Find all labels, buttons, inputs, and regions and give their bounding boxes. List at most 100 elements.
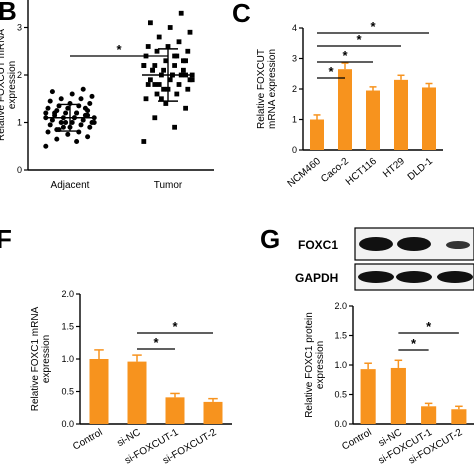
data-point [91,120,97,125]
data-point [152,115,158,121]
x-tick-label: Control [340,427,373,453]
data-point [161,67,166,73]
data-point [85,112,91,118]
blot-label-gapdh: GAPDH [295,271,338,285]
data-point [161,86,166,92]
y-axis-title-line: Relative FOXCUT [256,49,267,129]
data-point [47,98,53,104]
data-point [174,91,180,97]
x-tick-label: NCM460 [286,156,324,190]
significance-label: * [153,335,159,350]
data-point [69,120,75,125]
y-tick-label: 1.0 [61,354,74,364]
y-axis-title: Relative FOXC1 proteinexpression [304,312,326,418]
data-point [63,120,69,125]
y-axis-title: Relative FOXCUTmRNA expression [256,49,278,129]
western-blot: FOXC1 GAPDH [295,227,474,291]
data-point [176,82,182,87]
y-axis-title-line: expression [41,335,52,383]
x-tick-label: HCT116 [344,156,379,188]
data-point [145,82,151,87]
y-tick-label: 0.0 [61,419,74,429]
data-point [65,131,71,137]
bar [422,87,436,150]
data-point [163,58,169,64]
x-tick-label: Adjacent [51,180,90,191]
panel-letter-b: B [0,0,17,26]
panel-letter-f: F [0,224,12,254]
y-tick-label: 1.0 [334,360,347,370]
y-tick-label: 0.5 [334,390,347,400]
y-tick-label: 0 [17,165,22,175]
data-point [58,96,64,102]
data-point [156,82,162,87]
bar [165,397,185,424]
data-point [74,110,80,116]
significance-label: * [356,32,362,47]
y-tick-label: 4 [292,23,297,33]
data-point [145,44,151,49]
data-point [189,77,195,83]
x-tick-label: DLD-1 [406,156,436,183]
y-tick-label: 0.0 [334,419,347,429]
data-point [85,134,91,140]
significance-label: * [426,319,432,334]
bar [366,90,380,150]
data-point [152,63,158,68]
data-point [148,77,153,83]
data-point [45,105,51,111]
blot-band [358,271,394,283]
data-point [172,63,177,68]
data-point [167,25,173,30]
data-point [80,86,86,92]
data-point [185,86,191,92]
data-point [52,110,58,116]
data-point [47,122,53,128]
bar [421,406,437,424]
data-point [65,105,71,111]
y-tick-label: 0.5 [61,387,74,397]
y-tick-label: 3 [292,54,297,64]
y-axis-title: Relative FOXC1 mRNAexpression [30,306,52,411]
data-point [49,117,55,123]
bar [451,409,467,424]
data-point [185,48,191,54]
blot-label-foxc1: FOXC1 [298,238,338,252]
data-point [167,77,173,83]
significance-label: * [370,19,376,34]
data-point [78,96,84,102]
data-point [178,10,184,16]
data-point [54,127,60,133]
y-axis-title: Relative FOXCUT mRNAexpression [0,29,18,141]
y-axis-title-line: Relative FOXC1 protein [304,312,315,418]
data-point [63,110,69,116]
data-point [163,101,169,106]
data-point [156,34,162,40]
data-point [172,53,177,59]
data-point [80,117,86,123]
data-point [87,124,93,130]
data-point [54,136,60,142]
data-point [143,96,149,102]
y-tick-label: 0 [292,145,297,155]
y-axis-title-line: mRNA expression [267,49,278,129]
blot-band [446,241,470,249]
data-point [154,91,160,97]
data-point [187,29,193,35]
bar [360,369,376,424]
x-tick-label: HT29 [381,156,407,180]
data-point [159,96,164,102]
data-point [141,63,147,68]
data-point [43,110,49,116]
data-point [58,120,64,125]
data-point [165,44,171,49]
y-tick-label: 1.5 [334,331,347,341]
bar [394,79,408,150]
blot-band [437,271,473,283]
bar [310,119,324,150]
bar [127,361,147,424]
data-point [49,89,55,95]
y-tick-label: 2.0 [334,301,347,311]
data-point [76,129,82,135]
